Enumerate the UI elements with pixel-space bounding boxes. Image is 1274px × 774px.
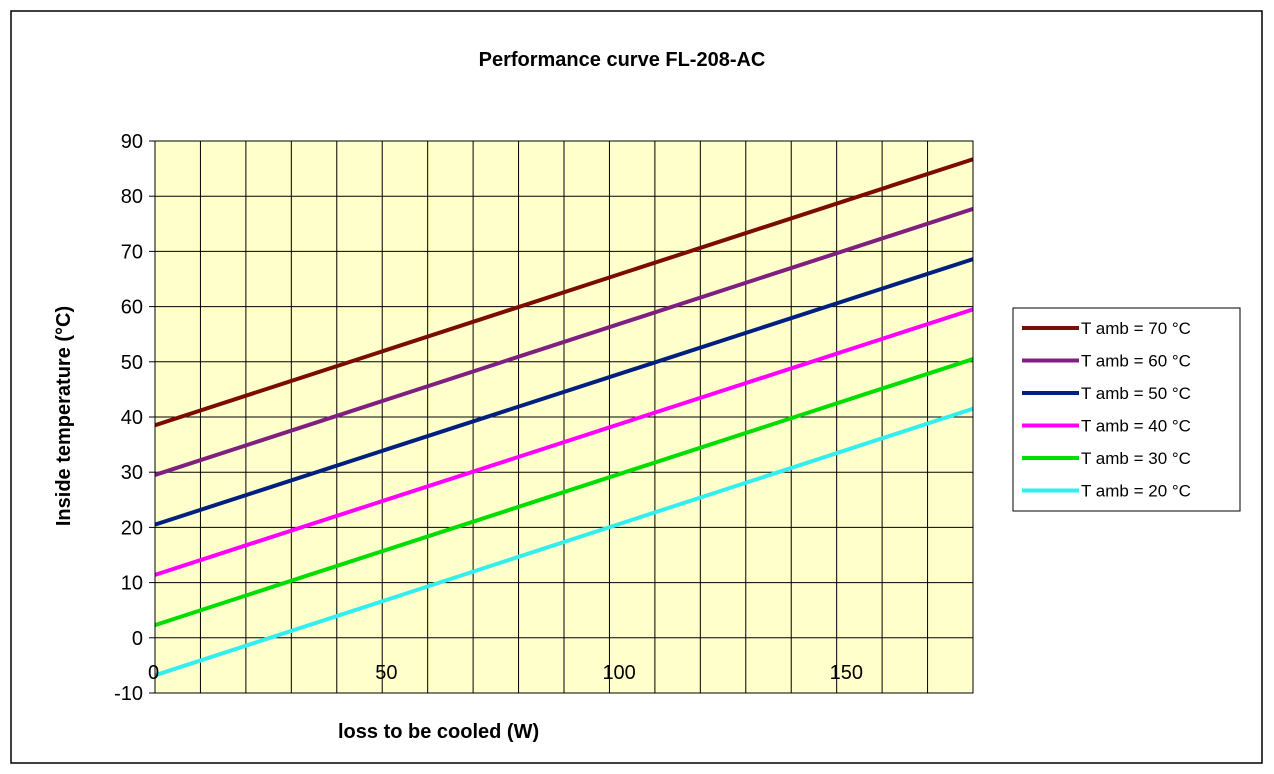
x-axis-label: loss to be cooled (W)	[338, 721, 539, 743]
y-tick-label: 70	[121, 241, 143, 263]
x-tick-label: 0	[148, 662, 159, 684]
y-tick-label: 30	[121, 462, 143, 484]
series-line	[154, 406, 974, 678]
y-tick-label: 60	[121, 297, 143, 319]
plot-border	[154, 140, 974, 694]
series-line	[154, 206, 974, 477]
x-tick-label: 150	[830, 662, 863, 684]
series-line	[154, 157, 974, 428]
legend-label: T amb = 70 °C	[1081, 319, 1191, 338]
y-tick-label: 10	[121, 573, 143, 595]
x-tick-label: 100	[602, 662, 635, 684]
series-line	[154, 257, 974, 527]
legend-label: T amb = 50 °C	[1081, 384, 1191, 403]
y-tick-label: 0	[132, 628, 143, 650]
legend: T amb = 70 °C T amb = 60 °C T amb = 50 °C T…	[1012, 307, 1241, 512]
legend-box	[1012, 307, 1241, 512]
legend-label: T amb = 20 °C	[1081, 482, 1191, 501]
y-tick-label: -10	[114, 683, 143, 705]
legend-label: T amb = 60 °C	[1081, 352, 1191, 371]
legend-label: T amb = 30 °C	[1081, 449, 1191, 468]
y-tick-label: 40	[121, 407, 143, 429]
legend-label: T amb = 40 °C	[1081, 417, 1191, 436]
chart-title: Performance curve FL-208-AC	[479, 49, 766, 71]
series-lines	[154, 157, 974, 678]
x-tick-label: 50	[375, 662, 397, 684]
series-line	[154, 357, 974, 628]
y-tick-label: 80	[121, 186, 143, 208]
y-axis-label: Inside temperature (°C)	[53, 306, 75, 526]
y-tick-label: 90	[121, 131, 143, 153]
y-tick-label: 50	[121, 352, 143, 374]
y-tick-label: 20	[121, 517, 143, 539]
series-line	[154, 307, 974, 577]
